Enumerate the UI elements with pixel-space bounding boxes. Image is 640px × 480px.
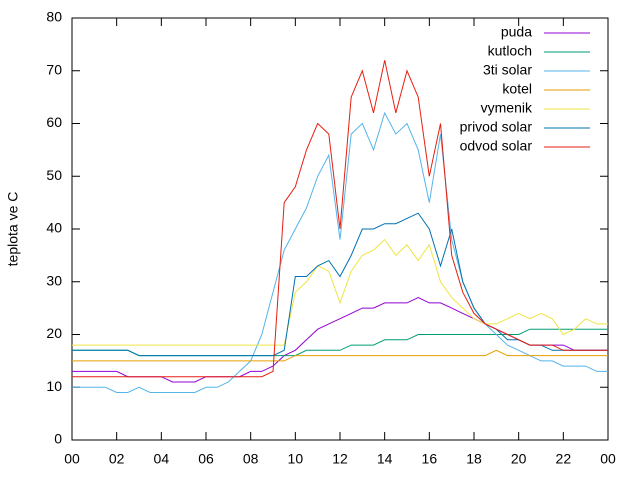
x-tick-label: 00 bbox=[600, 451, 616, 467]
legend-label: kotel bbox=[502, 81, 532, 97]
y-tick-label: 0 bbox=[54, 431, 62, 447]
legend-label: 3ti solar bbox=[483, 62, 532, 78]
series-line bbox=[72, 349, 608, 362]
x-tick-label: 14 bbox=[377, 451, 393, 467]
y-tick-label: 50 bbox=[46, 167, 62, 183]
legend-label: kutloch bbox=[488, 43, 532, 59]
y-axis-label: teplota ve C bbox=[5, 192, 21, 267]
series-line bbox=[72, 238, 608, 346]
legend-label: odvod solar bbox=[460, 138, 533, 154]
y-tick-label: 10 bbox=[46, 378, 62, 394]
x-tick-label: 16 bbox=[422, 451, 438, 467]
x-tick-label: 06 bbox=[198, 451, 214, 467]
x-tick-label: 20 bbox=[511, 451, 527, 467]
y-tick-label: 80 bbox=[46, 9, 62, 25]
y-tick-label: 30 bbox=[46, 272, 62, 288]
x-tick-label: 18 bbox=[466, 451, 482, 467]
x-tick-label: 04 bbox=[154, 451, 170, 467]
legend-label: vymenik bbox=[481, 100, 533, 116]
x-tick-label: 08 bbox=[243, 451, 259, 467]
y-tick-label: 40 bbox=[46, 220, 62, 236]
x-tick-label: 12 bbox=[332, 451, 348, 467]
y-tick-label: 20 bbox=[46, 325, 62, 341]
series-line bbox=[72, 111, 608, 393]
legend-label: privod solar bbox=[460, 119, 533, 135]
series-line bbox=[72, 60, 608, 378]
x-tick-label: 02 bbox=[109, 451, 125, 467]
y-tick-label: 60 bbox=[46, 114, 62, 130]
x-tick-label: 10 bbox=[288, 451, 304, 467]
y-tick-label: 70 bbox=[46, 61, 62, 77]
legend-label: puda bbox=[501, 24, 532, 40]
x-tick-label: 22 bbox=[556, 451, 572, 467]
x-tick-label: 00 bbox=[64, 451, 80, 467]
